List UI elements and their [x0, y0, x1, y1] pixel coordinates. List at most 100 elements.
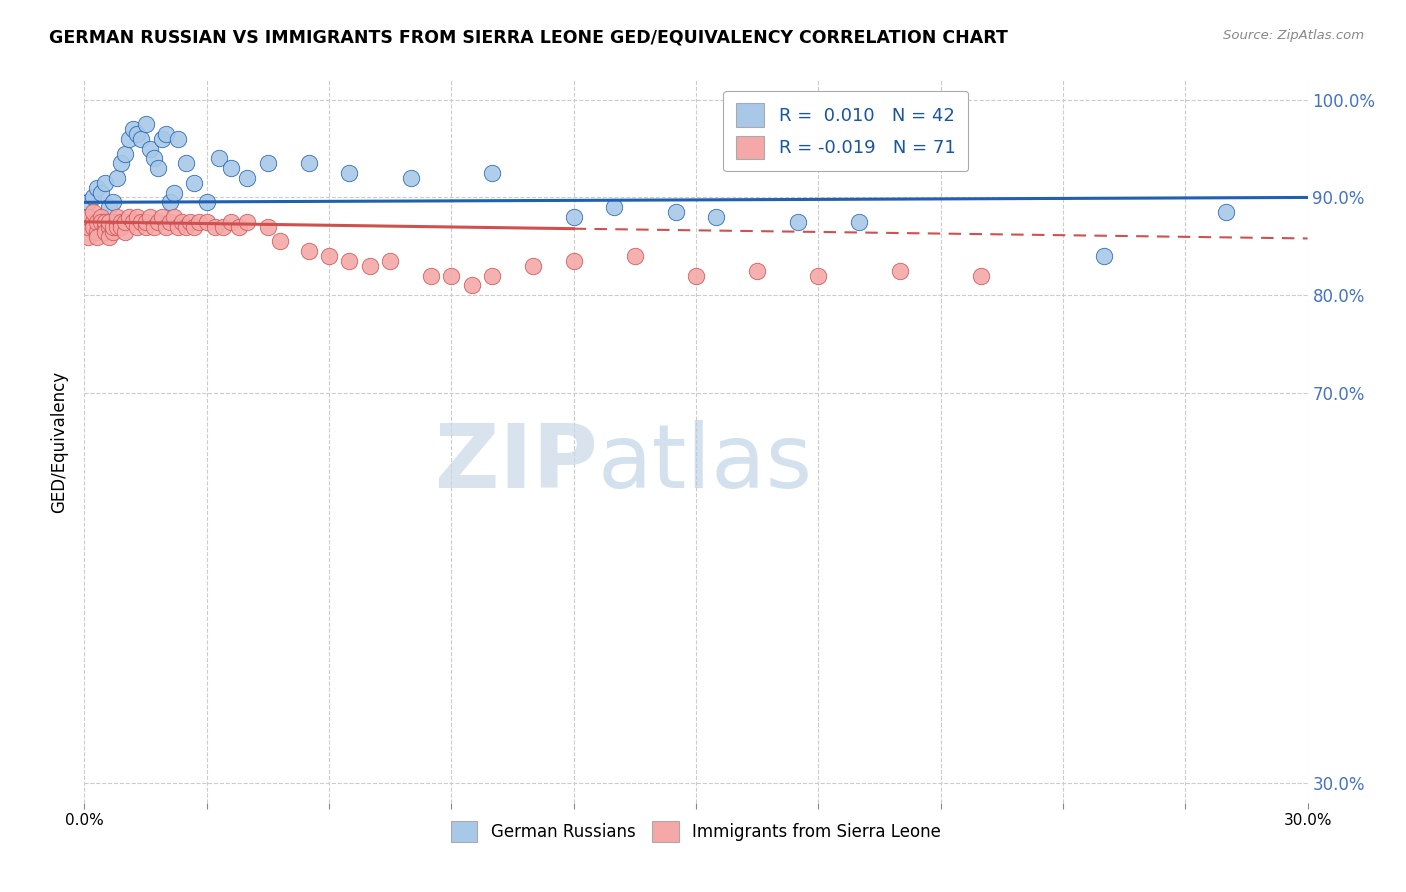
Point	[150, 132, 173, 146]
Point	[97, 229, 120, 244]
Point	[236, 170, 259, 185]
Point	[1092, 249, 1115, 263]
Point	[93, 176, 115, 190]
Point	[228, 219, 250, 234]
Point	[90, 215, 112, 229]
Point	[359, 259, 381, 273]
Point	[110, 215, 132, 229]
Point	[269, 235, 291, 249]
Point	[257, 219, 280, 234]
Point	[114, 215, 136, 229]
Point	[685, 268, 707, 283]
Point	[380, 254, 402, 268]
Point	[86, 225, 108, 239]
Point	[665, 205, 688, 219]
Point	[90, 186, 112, 200]
Point	[208, 152, 231, 166]
Point	[195, 195, 218, 210]
Point	[77, 229, 100, 244]
Point	[105, 215, 128, 229]
Point	[114, 146, 136, 161]
Point	[93, 215, 115, 229]
Point	[82, 205, 104, 219]
Point	[257, 156, 280, 170]
Point	[138, 142, 160, 156]
Point	[440, 268, 463, 283]
Point	[522, 259, 544, 273]
Point	[122, 215, 145, 229]
Point	[219, 161, 242, 176]
Point	[787, 215, 810, 229]
Text: GERMAN RUSSIAN VS IMMIGRANTS FROM SIERRA LEONE GED/EQUIVALENCY CORRELATION CHART: GERMAN RUSSIAN VS IMMIGRANTS FROM SIERRA…	[49, 29, 1008, 46]
Point	[127, 210, 149, 224]
Point	[318, 249, 340, 263]
Point	[142, 219, 165, 234]
Point	[101, 195, 124, 210]
Point	[101, 219, 124, 234]
Point	[481, 268, 503, 283]
Point	[77, 210, 100, 224]
Point	[236, 215, 259, 229]
Point	[86, 229, 108, 244]
Point	[82, 190, 104, 204]
Point	[82, 215, 104, 229]
Point	[1215, 205, 1237, 219]
Point	[212, 219, 235, 234]
Point	[807, 268, 830, 283]
Point	[562, 210, 585, 224]
Point	[399, 170, 422, 185]
Point	[97, 219, 120, 234]
Text: ZIP: ZIP	[436, 420, 598, 507]
Point	[624, 249, 647, 263]
Text: atlas: atlas	[598, 420, 813, 507]
Legend: German Russians, Immigrants from Sierra Leone: German Russians, Immigrants from Sierra …	[444, 814, 948, 848]
Point	[172, 215, 194, 229]
Point	[183, 176, 205, 190]
Point	[138, 210, 160, 224]
Point	[105, 219, 128, 234]
Point	[159, 215, 181, 229]
Point	[298, 244, 321, 259]
Point	[82, 219, 104, 234]
Point	[97, 200, 120, 214]
Point	[77, 219, 100, 234]
Y-axis label: GED/Equivalency: GED/Equivalency	[51, 370, 69, 513]
Point	[150, 210, 173, 224]
Point	[146, 161, 169, 176]
Point	[155, 127, 177, 141]
Text: Source: ZipAtlas.com: Source: ZipAtlas.com	[1223, 29, 1364, 42]
Point	[105, 170, 128, 185]
Point	[118, 210, 141, 224]
Point	[93, 225, 115, 239]
Point	[339, 254, 361, 268]
Point	[187, 215, 209, 229]
Point	[146, 215, 169, 229]
Point	[122, 122, 145, 136]
Point	[747, 263, 769, 277]
Point	[848, 215, 870, 229]
Point	[127, 127, 149, 141]
Point	[101, 225, 124, 239]
Point	[131, 132, 153, 146]
Point	[110, 156, 132, 170]
Point	[179, 215, 201, 229]
Point	[298, 156, 321, 170]
Point	[93, 219, 115, 234]
Point	[204, 219, 226, 234]
Point	[114, 225, 136, 239]
Point	[131, 215, 153, 229]
Point	[110, 219, 132, 234]
Point	[135, 215, 157, 229]
Point	[167, 219, 190, 234]
Point	[135, 117, 157, 131]
Point	[889, 263, 911, 277]
Point	[118, 132, 141, 146]
Point	[135, 219, 157, 234]
Point	[159, 195, 181, 210]
Point	[86, 215, 108, 229]
Point	[339, 166, 361, 180]
Point	[461, 278, 484, 293]
Point	[970, 268, 993, 283]
Point	[163, 210, 186, 224]
Point	[142, 152, 165, 166]
